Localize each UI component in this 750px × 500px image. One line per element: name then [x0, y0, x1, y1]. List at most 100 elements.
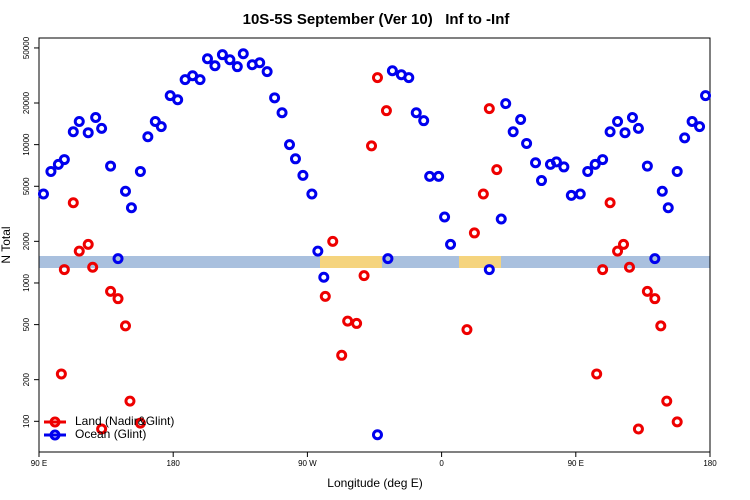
point	[483, 264, 495, 276]
point	[172, 94, 184, 106]
y-tick-label: 1000	[22, 274, 31, 292]
point	[45, 165, 57, 177]
point	[418, 115, 430, 127]
point	[318, 271, 330, 283]
point	[661, 395, 673, 407]
point	[558, 161, 570, 173]
point	[297, 169, 309, 181]
y-tick-label: 50000	[22, 36, 31, 59]
point	[194, 74, 206, 86]
point	[134, 417, 146, 429]
point	[619, 127, 631, 139]
point	[495, 213, 507, 225]
point	[289, 153, 301, 165]
y-tick-label: 200	[22, 372, 31, 386]
point	[155, 121, 167, 133]
point	[87, 261, 99, 273]
point	[312, 245, 324, 257]
point	[656, 185, 668, 197]
point	[433, 170, 445, 182]
point	[439, 211, 451, 223]
point	[686, 115, 698, 127]
point	[134, 165, 146, 177]
point	[209, 60, 221, 72]
point	[73, 115, 85, 127]
point	[55, 368, 67, 380]
y-tick-label: 2000	[22, 232, 31, 250]
point	[112, 293, 124, 305]
point	[112, 253, 124, 265]
x-tick-label: 90 E	[31, 459, 47, 468]
x-tick-label: 0	[439, 459, 444, 468]
point	[276, 107, 288, 119]
point	[597, 154, 609, 166]
x-axis-label: Longitude (deg E)	[327, 476, 422, 490]
point	[82, 127, 94, 139]
legend-marker	[49, 416, 61, 428]
legend-label: Ocean (Glint)	[75, 427, 146, 441]
point	[507, 126, 519, 138]
legend-label: Land (Nadir&Glint)	[75, 414, 174, 428]
point	[604, 197, 616, 209]
point	[612, 115, 624, 127]
point	[269, 92, 281, 104]
point	[445, 238, 457, 250]
point	[90, 112, 102, 124]
point	[410, 107, 422, 119]
point	[67, 126, 79, 138]
point	[82, 238, 94, 250]
point	[582, 165, 594, 177]
point	[521, 137, 533, 149]
y-tick-label: 10000	[22, 133, 31, 156]
point	[632, 423, 644, 435]
point	[67, 197, 79, 209]
point	[96, 423, 108, 435]
point	[73, 245, 85, 257]
point	[216, 49, 228, 61]
land-strip	[320, 256, 382, 268]
x-tick-label: 90 E	[568, 459, 584, 468]
point	[201, 53, 213, 65]
point	[105, 285, 117, 297]
point	[500, 98, 512, 110]
point	[649, 293, 661, 305]
point	[626, 112, 638, 124]
map-strip	[39, 256, 710, 268]
y-tick-label: 20000	[22, 91, 31, 114]
point	[641, 160, 653, 172]
point	[671, 416, 683, 428]
y-tick-label: 5000	[22, 177, 31, 195]
point	[319, 290, 331, 302]
x-tick-label: 90 W	[298, 459, 317, 468]
point	[105, 160, 117, 172]
x-tick-label: 180	[703, 459, 717, 468]
point	[142, 131, 154, 143]
chart-title: 10S-5S September (Ver 10) Inf to -Inf	[243, 11, 511, 28]
legend-marker	[49, 429, 61, 441]
point	[119, 320, 131, 332]
point	[604, 126, 616, 138]
point	[358, 270, 370, 282]
point	[612, 245, 624, 257]
point	[231, 61, 243, 73]
point	[371, 429, 383, 441]
point	[371, 72, 383, 84]
point	[477, 188, 489, 200]
point	[649, 253, 661, 265]
point	[623, 261, 635, 273]
point	[597, 264, 609, 276]
point	[382, 253, 394, 265]
point	[224, 54, 236, 66]
point	[618, 238, 630, 250]
point	[96, 122, 108, 134]
point	[386, 65, 398, 77]
point	[366, 140, 378, 152]
point	[632, 122, 644, 134]
point	[641, 285, 653, 297]
point	[336, 349, 348, 361]
point	[237, 48, 249, 60]
point	[284, 139, 296, 151]
point	[380, 105, 392, 117]
